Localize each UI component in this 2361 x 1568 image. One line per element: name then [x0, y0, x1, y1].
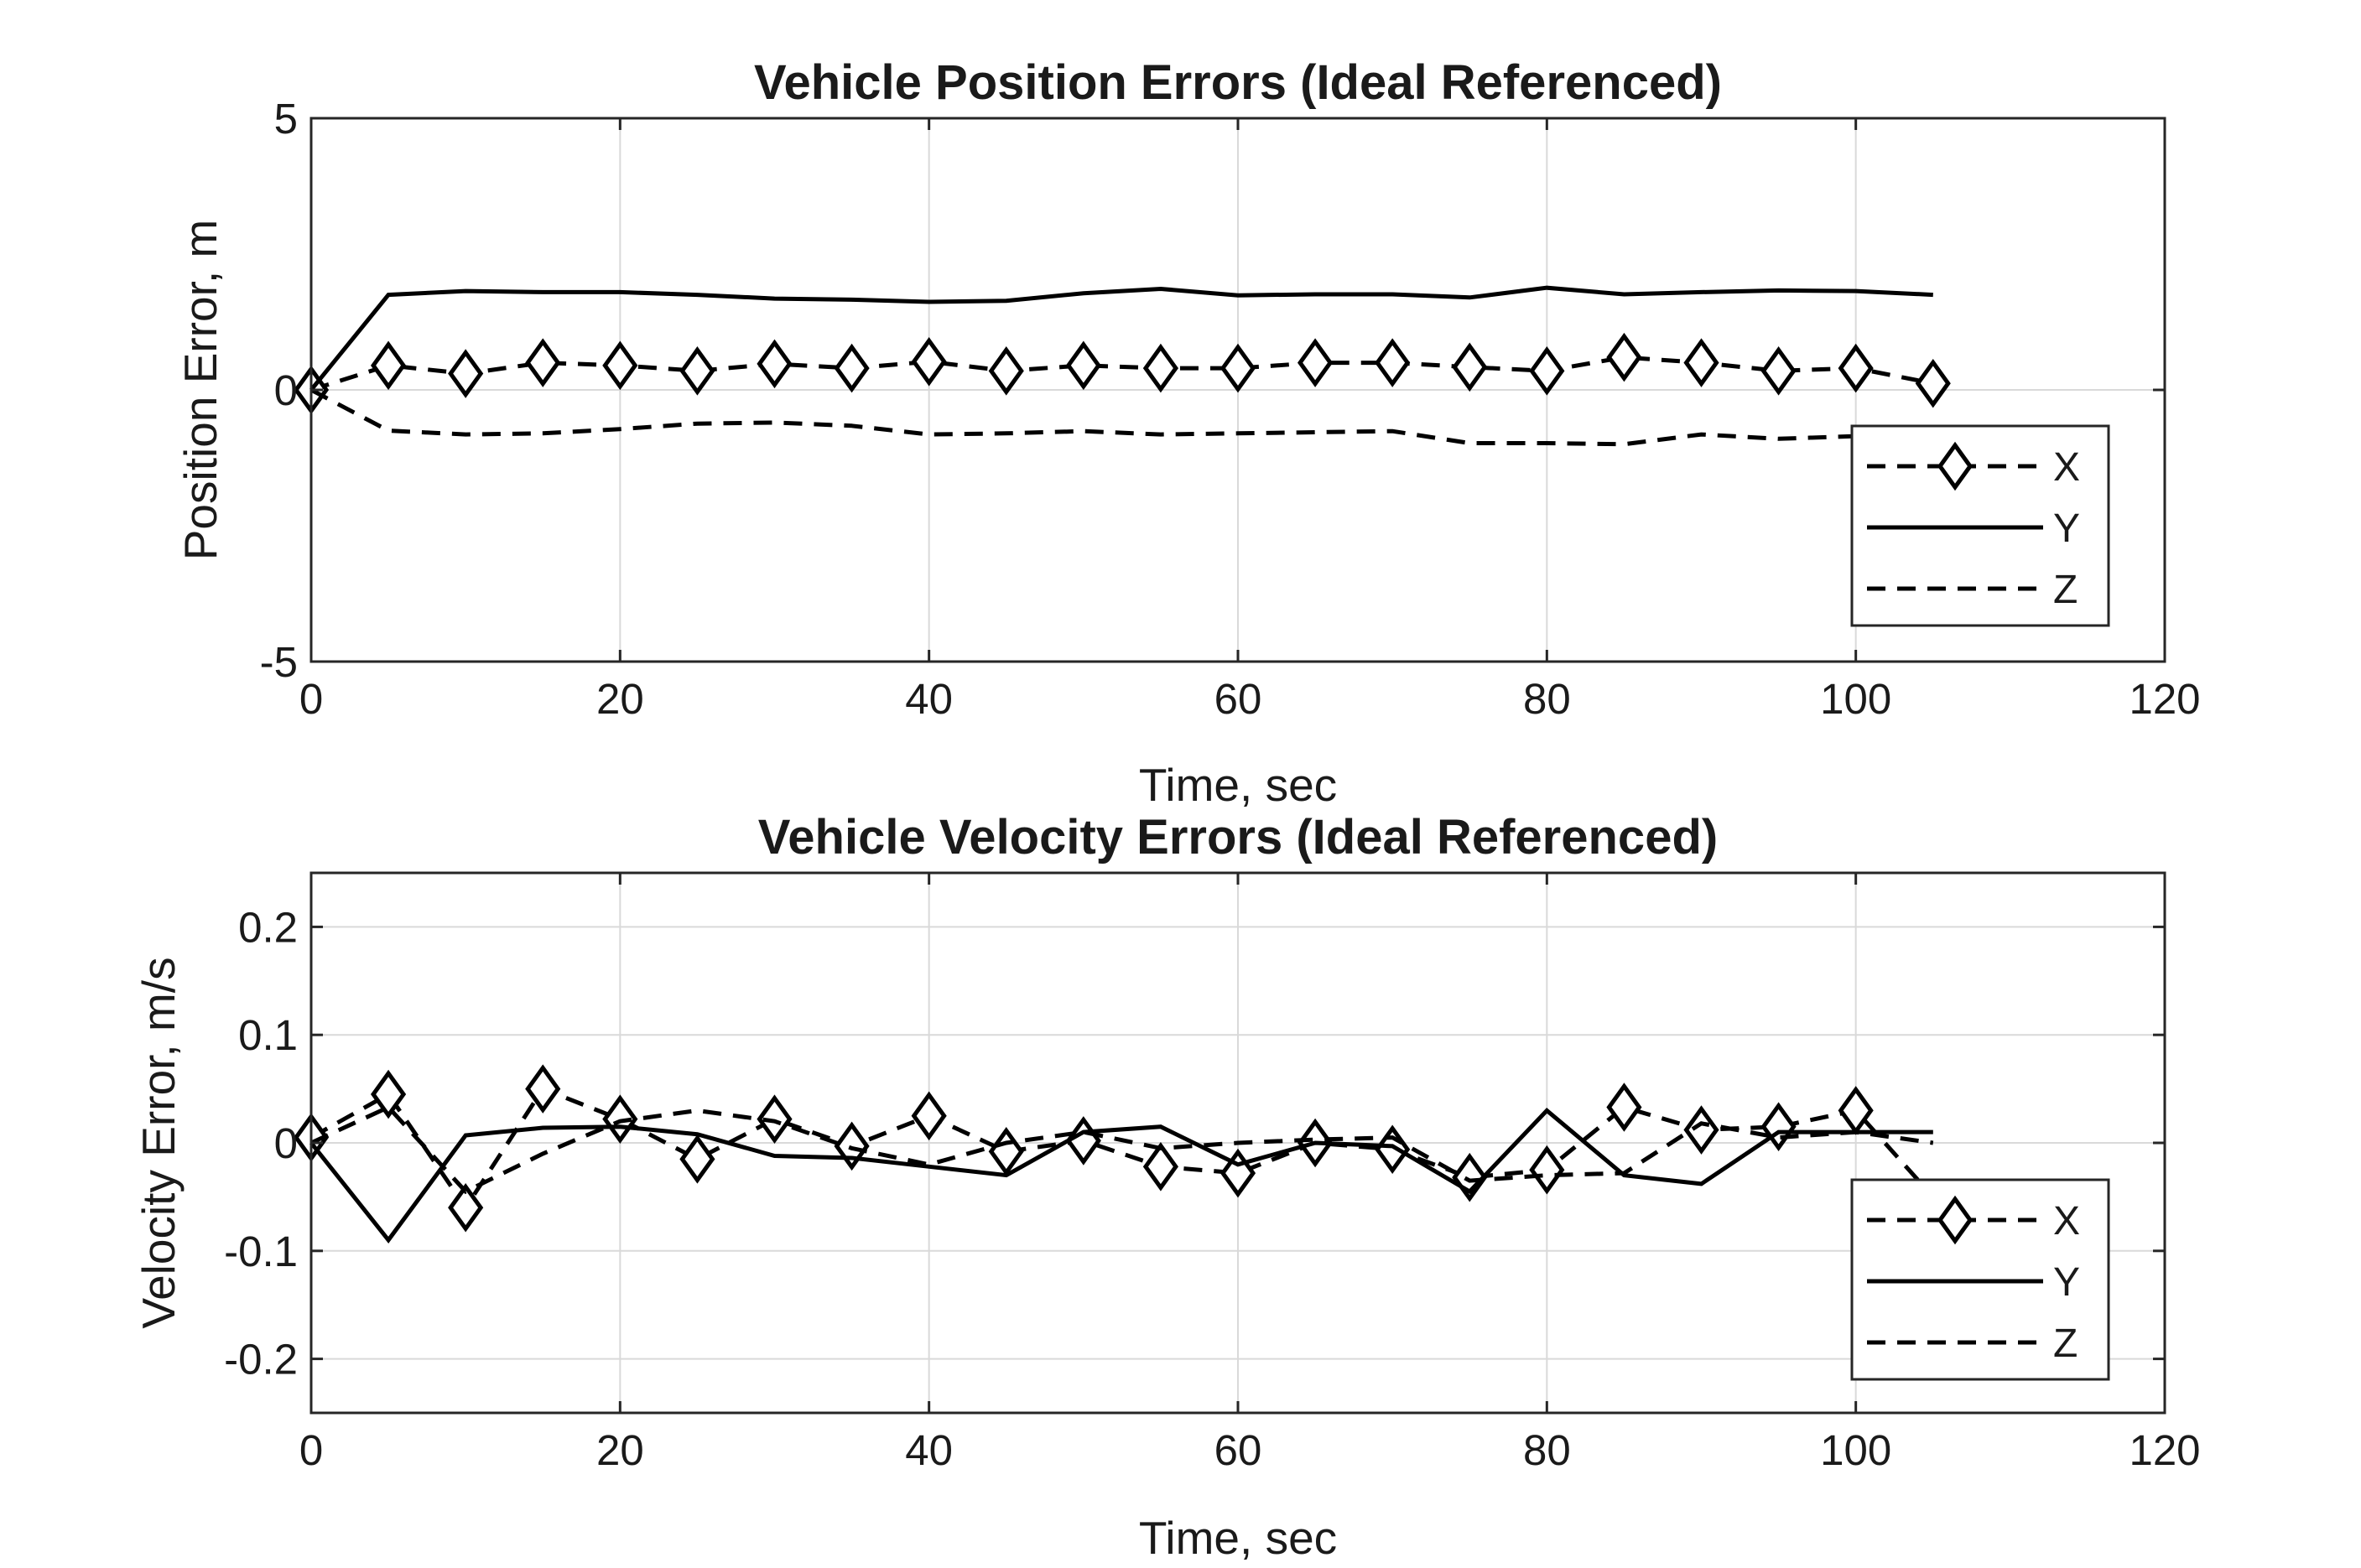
position-error-chart: 0 20 40 60 80 100 120-505 Vehicle Position Err… — [174, 55, 2201, 811]
x-tick-label: 100 — [1820, 675, 1891, 723]
y-tick-label: 0 — [274, 1119, 298, 1167]
axis-ticks: 0 20 40 60 80 100 120 -0.2 -0.1 0 0.1 0.2 — [224, 873, 2201, 1474]
x-tick-label: 0 — [299, 1426, 323, 1474]
data-point-x — [448, 349, 484, 398]
legend-label-y: Y — [2053, 1260, 2080, 1305]
legend-label-z: Z — [2053, 568, 2078, 612]
y-tick-label: 0.1 — [238, 1011, 298, 1059]
data-point-x — [1606, 332, 1642, 382]
chart-title: Vehicle Velocity Errors (Ideal Reference… — [758, 810, 1718, 864]
data-point-x — [371, 1069, 407, 1119]
series-line-y — [309, 285, 1933, 392]
data-point-x — [1375, 338, 1411, 387]
y-tick-label: -5 — [260, 638, 298, 686]
x-tick-label: 80 — [1523, 675, 1571, 723]
series-line-y — [309, 1107, 1933, 1244]
series-line-x — [310, 355, 1934, 392]
y-tick-label: -0.1 — [224, 1228, 298, 1275]
x-tick-label: 120 — [2129, 1426, 2200, 1474]
legend: XYZ — [1850, 1178, 2110, 1381]
data-point-x — [1915, 358, 1951, 408]
data-point-x — [448, 1183, 484, 1233]
x-tick-label: 60 — [1214, 675, 1262, 723]
y-axis-label: Position Error, m — [174, 220, 226, 561]
data-point-x — [1683, 1105, 1719, 1155]
y-tick-label: 5 — [274, 95, 298, 143]
legend-label-x: X — [2053, 1199, 2080, 1243]
y-tick-label: -0.2 — [224, 1336, 298, 1384]
data-point-x — [1529, 346, 1565, 396]
x-tick-label: 100 — [1820, 1426, 1891, 1474]
data-point-x — [679, 1134, 715, 1184]
y-axis-label: Velocity Error, m/s — [133, 957, 185, 1328]
data-point-x — [1298, 338, 1334, 387]
data-point-x — [1065, 340, 1101, 391]
data-point-x — [1529, 1145, 1565, 1195]
x-tick-label: 80 — [1523, 1426, 1571, 1474]
series-lines — [293, 1064, 1935, 1244]
legend: XYZ — [1850, 424, 2110, 627]
x-axis-label: Time, sec — [1139, 759, 1337, 811]
series-lines — [293, 285, 1951, 447]
x-tick-label: 20 — [596, 1426, 644, 1474]
data-point-x — [602, 1094, 638, 1144]
legend-label-y: Y — [2053, 506, 2080, 551]
x-tick-label: 40 — [905, 1426, 953, 1474]
data-point-x — [371, 340, 407, 391]
data-point-x — [911, 1091, 947, 1141]
data-point-x — [1760, 346, 1797, 396]
x-axis-label: Time, sec — [1139, 1512, 1337, 1564]
data-point-x — [1220, 343, 1256, 393]
data-point-x — [1142, 343, 1178, 393]
axis-ticks: 0 20 40 60 80 100 120-505 — [260, 95, 2201, 723]
data-point-x — [1452, 342, 1488, 392]
x-tick-label: 0 — [299, 675, 323, 723]
legend-marker-x — [1937, 1195, 1974, 1245]
y-tick-label: 0.2 — [238, 903, 298, 951]
data-point-x — [1375, 1124, 1411, 1175]
legend-marker-x — [1937, 441, 1974, 491]
legend-label-z: Z — [2053, 1321, 2078, 1366]
data-point-x — [525, 338, 561, 387]
series-line-z — [309, 387, 1933, 447]
x-tick-label: 60 — [1214, 1426, 1262, 1474]
data-point-x — [911, 337, 947, 387]
data-point-x — [525, 1064, 561, 1114]
data-point-x — [679, 346, 715, 396]
data-point-x — [834, 343, 870, 393]
data-point-x — [757, 339, 793, 389]
chart-title: Vehicle Position Errors (Ideal Reference… — [754, 55, 1722, 110]
x-tick-label: 20 — [596, 675, 644, 723]
data-point-x — [1683, 338, 1719, 387]
series-line-z — [309, 1104, 1934, 1195]
series-line-x — [309, 1086, 1935, 1212]
data-point-x — [757, 1094, 793, 1144]
y-tick-label: 0 — [274, 366, 298, 414]
data-point-x — [602, 340, 638, 391]
data-point-x — [1606, 1083, 1642, 1132]
x-tick-label: 40 — [905, 675, 953, 723]
data-point-x — [1838, 343, 1874, 393]
data-point-x — [988, 346, 1024, 396]
legend-label-x: X — [2053, 445, 2080, 490]
data-point-x — [1142, 1142, 1178, 1192]
x-tick-label: 120 — [2129, 675, 2200, 723]
velocity-error-chart: 0 20 40 60 80 100 120 -0.2 -0.1 0 0.1 0.2 Vehicle V… — [133, 810, 2201, 1564]
